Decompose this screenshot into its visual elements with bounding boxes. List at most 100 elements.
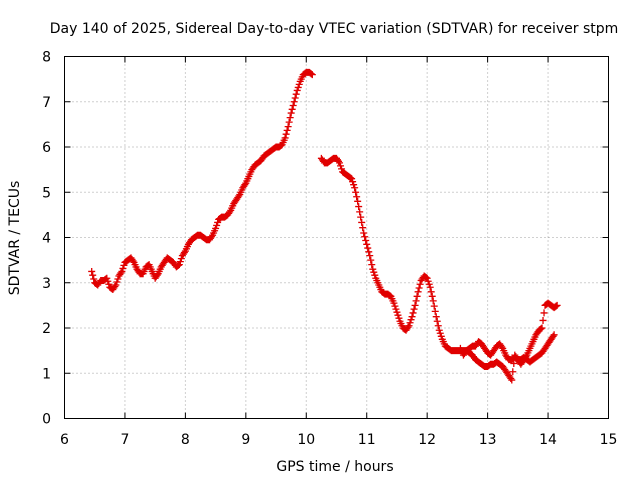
data-point [89, 271, 97, 279]
data-point [153, 271, 161, 279]
y-tick-label: 4 [42, 231, 51, 247]
data-point [538, 324, 546, 332]
data-point [226, 208, 234, 216]
data-point [111, 283, 119, 291]
data-point [364, 244, 372, 252]
data-point [335, 157, 343, 165]
data-point [352, 188, 360, 196]
data-point [357, 213, 365, 221]
data-point [430, 302, 438, 310]
data-point [413, 292, 421, 300]
data-point [337, 162, 345, 170]
data-point [423, 274, 431, 282]
data-point [112, 281, 120, 289]
data-point [349, 178, 357, 186]
data-point [412, 297, 420, 305]
data-point [437, 332, 445, 340]
data-point [435, 326, 443, 334]
data-point [371, 271, 379, 279]
data-point [283, 126, 291, 134]
data-point [88, 267, 96, 275]
data-point [120, 261, 128, 269]
data-point [424, 277, 432, 285]
y-tick-label: 0 [42, 412, 51, 428]
data-point [409, 309, 417, 317]
data-point [287, 109, 295, 117]
data-point [103, 274, 111, 282]
data-point [294, 83, 302, 91]
data-point [553, 301, 561, 309]
data-point [118, 267, 126, 275]
x-tick-label: 7 [120, 432, 129, 448]
data-point [432, 313, 440, 321]
data-point [356, 208, 364, 216]
data-point [395, 314, 403, 322]
data-point [540, 309, 548, 317]
x-tick-label: 11 [358, 432, 376, 448]
data-point [367, 256, 375, 264]
data-point [539, 316, 547, 324]
x-tick-label: 9 [241, 432, 250, 448]
data-point [360, 229, 368, 237]
data-point [390, 299, 398, 307]
data-point [405, 322, 413, 330]
y-tick-label: 3 [42, 276, 51, 292]
y-tick-label: 1 [42, 366, 51, 382]
data-point [410, 305, 418, 313]
data-point [537, 325, 545, 333]
series [456, 331, 558, 366]
data-point [370, 268, 378, 276]
data-point [353, 193, 361, 201]
data-point [308, 71, 316, 79]
data-point [408, 313, 416, 321]
data-point [235, 192, 243, 200]
data-point [549, 332, 557, 340]
data-point [426, 283, 434, 291]
y-axis-label: SDTVAR / TECUs [7, 181, 23, 296]
data-point [289, 102, 297, 110]
y-tick-label: 8 [42, 50, 51, 66]
data-point [290, 98, 298, 106]
y-tick-label: 2 [42, 321, 51, 337]
data-point [351, 184, 359, 192]
data-point [336, 159, 344, 167]
data-point [347, 174, 355, 182]
data-point [355, 203, 363, 211]
data-point [129, 257, 137, 265]
data-point [431, 307, 439, 315]
data-point [362, 237, 370, 245]
data-point [365, 248, 373, 256]
data-point [550, 331, 558, 339]
x-tick-label: 12 [418, 432, 436, 448]
data-point [411, 301, 419, 309]
data-point [433, 317, 441, 325]
data-point [177, 255, 185, 263]
data-point [285, 118, 293, 126]
data-point [295, 80, 303, 88]
data-point [113, 278, 121, 286]
x-tick-label: 15 [600, 432, 618, 448]
data-point [174, 261, 182, 269]
x-tick-label: 13 [479, 432, 497, 448]
data-point [307, 70, 315, 78]
x-tick-label: 6 [60, 432, 69, 448]
data-point [393, 308, 401, 316]
chart-title: Day 140 of 2025, Sidereal Day-to-day VTE… [50, 21, 619, 37]
data-point [415, 284, 423, 292]
data-point [208, 233, 216, 241]
data-point [366, 252, 374, 260]
x-axis-label: GPS time / hours [276, 459, 393, 475]
data-point [90, 275, 98, 283]
data-point [282, 130, 290, 138]
data-point [391, 302, 399, 310]
data-point [498, 343, 506, 351]
data-point [284, 123, 292, 131]
data-point [348, 175, 356, 183]
data-point [552, 302, 560, 310]
data-point [117, 269, 125, 277]
y-tick-label: 7 [42, 95, 51, 111]
data-point [293, 86, 301, 94]
